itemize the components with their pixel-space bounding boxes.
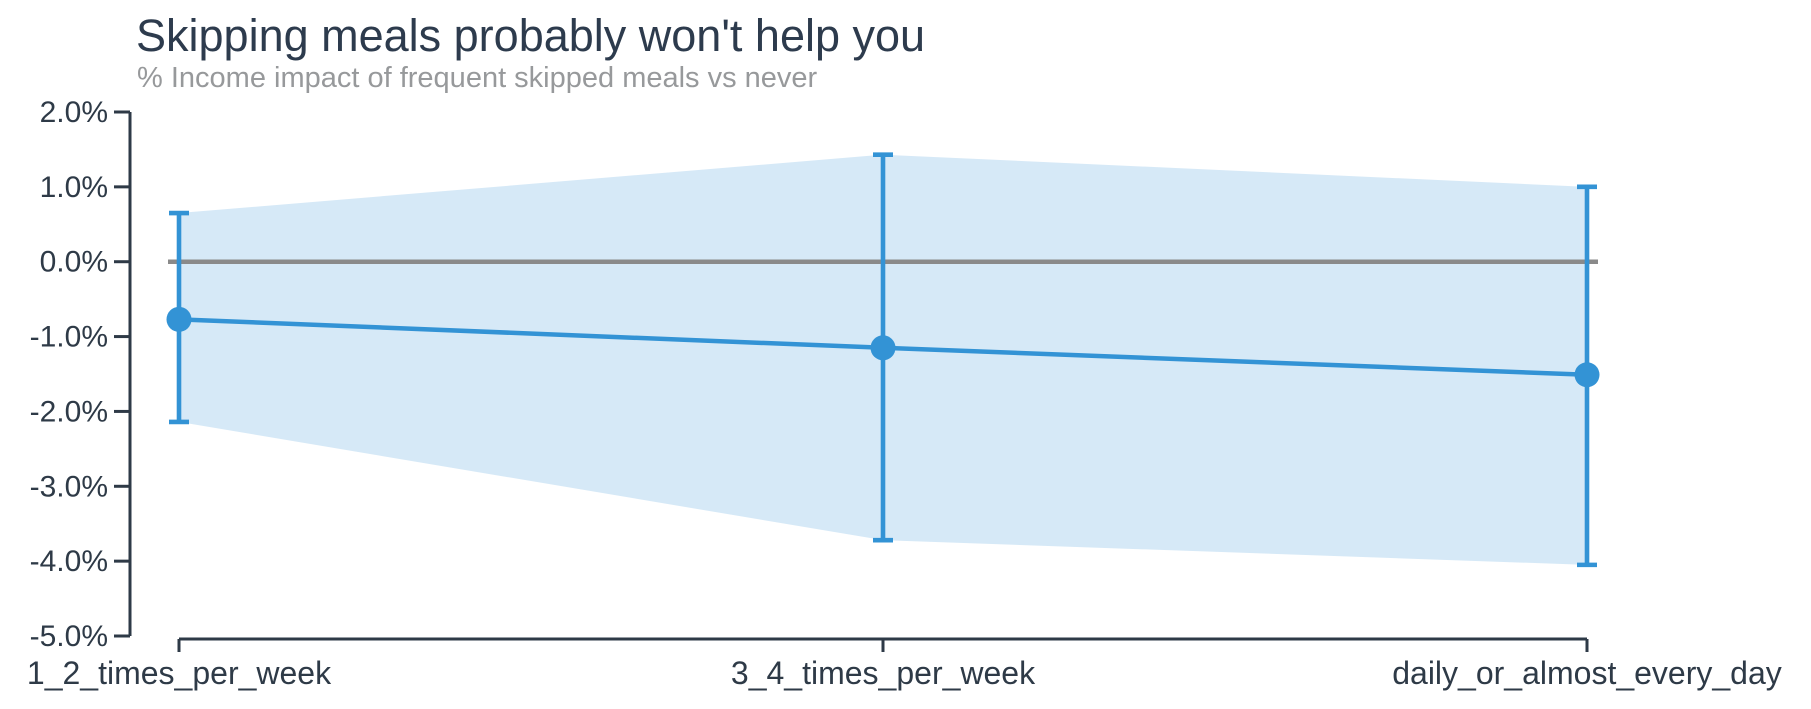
y-axis-tick-label: 0.0% — [40, 246, 108, 279]
chart-title: Skipping meals probably won't help you — [136, 10, 926, 61]
y-axis-tick-label: 1.0% — [40, 171, 108, 204]
y-axis-tick-label: -4.0% — [30, 545, 108, 578]
y-axis-tick-label: 2.0% — [40, 96, 108, 129]
y-axis-tick-label: -3.0% — [30, 470, 108, 503]
data-point-marker — [1574, 362, 1600, 388]
x-axis-tick-label: daily_or_almost_every_day — [1392, 655, 1782, 691]
y-axis-tick-label: -1.0% — [30, 321, 108, 354]
data-point-marker — [870, 335, 896, 361]
x-axis-tick-label: 1_2_times_per_week — [27, 655, 332, 691]
data-point-marker — [166, 306, 192, 332]
x-axis-tick-label: 3_4_times_per_week — [731, 655, 1036, 691]
y-axis-tick-label: -5.0% — [30, 620, 108, 653]
chart-subtitle: % Income impact of frequent skipped meal… — [137, 62, 818, 94]
y-axis-tick-label: -2.0% — [30, 395, 108, 428]
